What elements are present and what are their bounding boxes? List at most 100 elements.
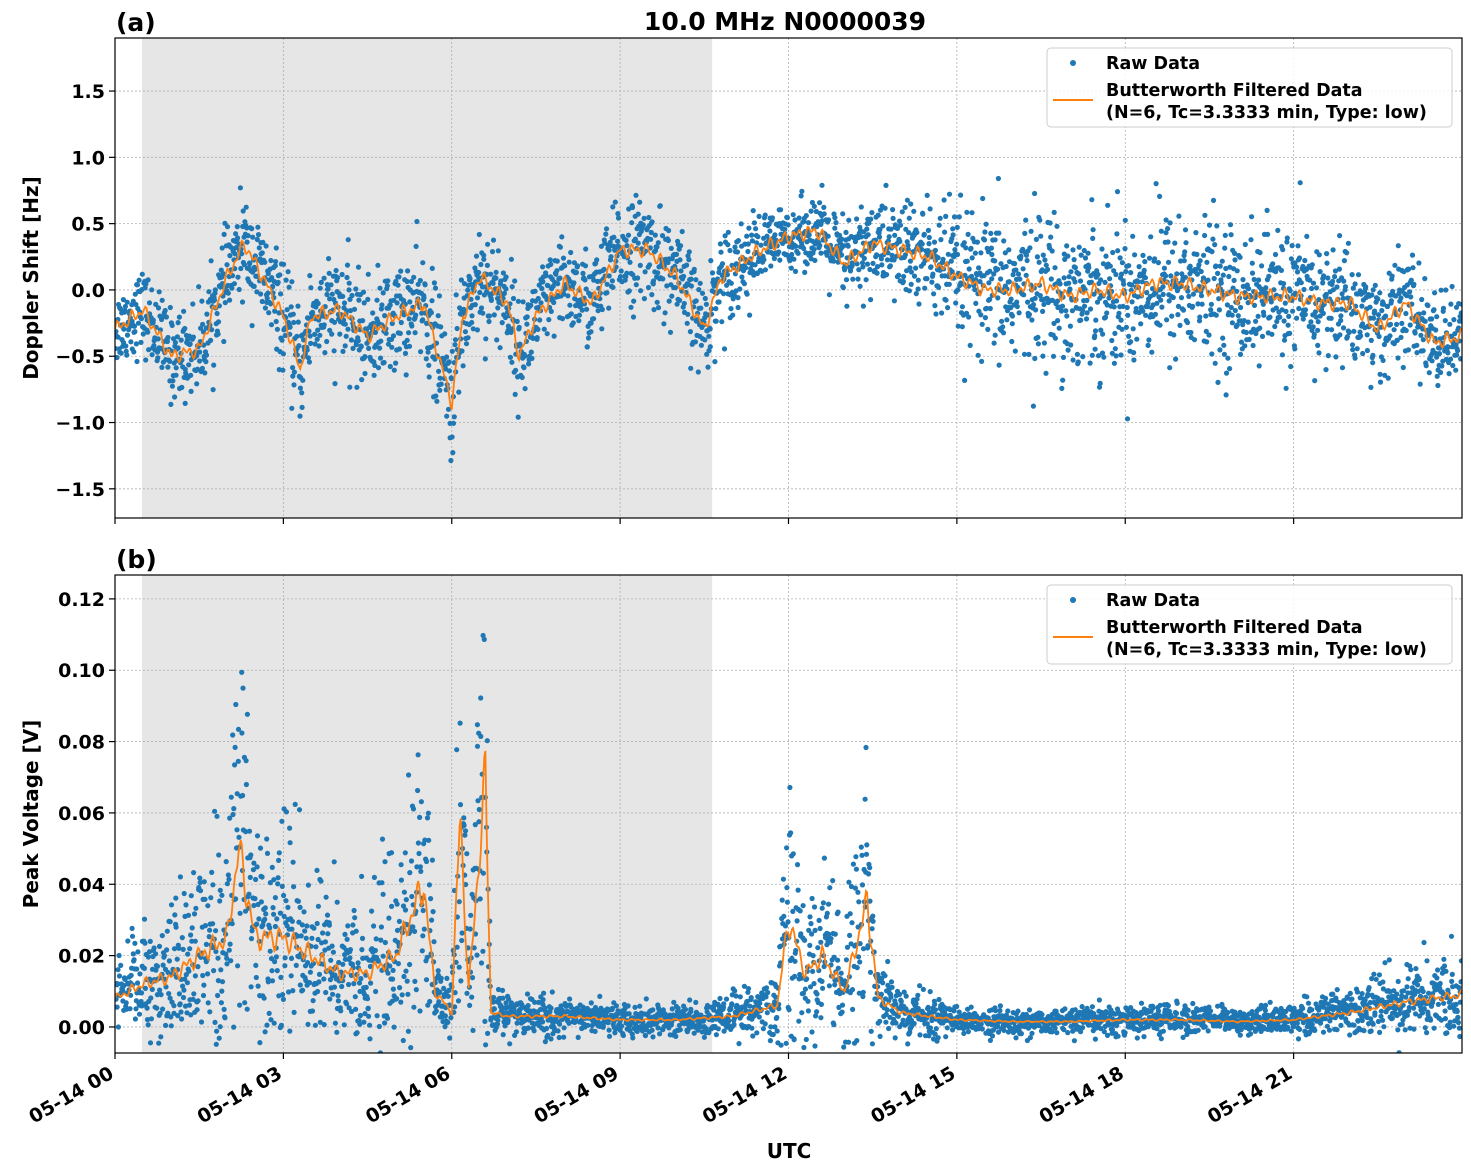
raw-data-point — [422, 282, 428, 288]
raw-data-point — [1272, 251, 1279, 258]
raw-data-point — [191, 870, 197, 876]
raw-data-point — [870, 260, 876, 266]
raw-data-point — [725, 229, 731, 235]
raw-data-point — [498, 1002, 504, 1009]
raw-data-point — [554, 268, 560, 274]
raw-data-point — [122, 303, 128, 310]
raw-data-point — [488, 297, 494, 303]
raw-data-point — [1394, 321, 1400, 327]
raw-data-point — [875, 212, 881, 218]
raw-data-point — [709, 1017, 716, 1023]
raw-data-point — [794, 918, 800, 924]
raw-data-point — [232, 762, 238, 768]
raw-data-point — [1429, 358, 1435, 364]
raw-data-point — [1438, 287, 1444, 293]
raw-data-point — [880, 223, 886, 229]
raw-data-point — [171, 946, 178, 952]
raw-data-point — [499, 320, 505, 326]
raw-data-point — [733, 261, 740, 267]
raw-data-point — [1129, 282, 1135, 288]
raw-data-point — [1316, 297, 1322, 303]
raw-data-point — [603, 226, 610, 232]
raw-data-point — [1372, 282, 1378, 288]
raw-data-point — [202, 923, 208, 929]
raw-data-point — [210, 882, 216, 888]
raw-data-point — [213, 948, 219, 955]
raw-data-point — [343, 333, 349, 339]
raw-data-point — [213, 1041, 219, 1047]
raw-data-point — [409, 323, 415, 329]
raw-data-point — [346, 1005, 352, 1011]
raw-data-point — [1370, 352, 1376, 358]
raw-data-point — [312, 331, 318, 337]
raw-data-point — [1113, 353, 1119, 359]
raw-data-point — [230, 732, 236, 738]
raw-data-point — [380, 953, 386, 959]
raw-data-point — [866, 220, 872, 226]
raw-data-point — [215, 331, 221, 337]
raw-data-point — [444, 354, 450, 360]
raw-data-point — [925, 248, 931, 254]
raw-data-point — [1410, 265, 1416, 271]
raw-data-point — [402, 350, 409, 356]
raw-data-point — [342, 343, 348, 349]
raw-data-point — [375, 365, 382, 371]
raw-data-point — [1450, 362, 1456, 369]
raw-data-point — [1163, 217, 1169, 223]
raw-data-point — [399, 992, 405, 998]
raw-data-point — [932, 247, 939, 253]
raw-data-point — [1179, 271, 1185, 277]
raw-data-point — [743, 265, 749, 271]
raw-data-point — [561, 1025, 567, 1031]
raw-data-point — [263, 243, 269, 249]
raw-data-point — [425, 810, 431, 816]
raw-data-point — [961, 240, 967, 246]
raw-data-point — [350, 345, 356, 351]
raw-data-point — [359, 377, 365, 383]
raw-data-point — [1395, 355, 1401, 361]
raw-data-point — [366, 1013, 372, 1019]
raw-data-point — [503, 274, 509, 280]
raw-data-point — [946, 281, 952, 287]
raw-data-point — [582, 263, 589, 269]
raw-data-point — [365, 271, 371, 277]
raw-data-point — [972, 250, 979, 256]
raw-data-point — [703, 301, 710, 307]
raw-data-point — [309, 1008, 316, 1014]
raw-data-point — [635, 275, 641, 281]
raw-data-point — [747, 312, 753, 318]
raw-data-point — [606, 273, 612, 279]
raw-data-point — [1352, 281, 1358, 287]
raw-data-point — [1287, 330, 1293, 336]
raw-data-point — [305, 960, 311, 966]
raw-data-point — [885, 238, 892, 244]
raw-data-point — [784, 899, 791, 905]
raw-data-point — [754, 240, 760, 246]
raw-data-point — [811, 981, 817, 987]
raw-data-point — [295, 319, 301, 325]
raw-data-point — [716, 299, 722, 305]
raw-data-point — [1325, 353, 1331, 359]
raw-data-point — [1152, 311, 1158, 317]
raw-data-point — [867, 266, 873, 273]
raw-data-point — [810, 953, 816, 959]
raw-data-point — [1043, 370, 1049, 376]
raw-data-point — [245, 233, 251, 239]
raw-data-point — [1392, 262, 1398, 268]
raw-data-point — [370, 310, 376, 316]
raw-data-point — [1323, 291, 1329, 297]
raw-data-point — [685, 311, 691, 317]
raw-data-point — [183, 902, 189, 908]
y-tick-label: −0.5 — [55, 346, 105, 368]
raw-data-point — [877, 227, 883, 233]
raw-data-point — [1367, 304, 1373, 310]
raw-data-point — [708, 258, 714, 264]
raw-data-point — [791, 256, 797, 262]
raw-data-point — [1349, 342, 1356, 348]
raw-data-point — [1104, 302, 1110, 308]
raw-data-point — [580, 270, 586, 276]
raw-data-point — [1389, 273, 1395, 279]
raw-data-point — [808, 921, 814, 927]
raw-data-point — [243, 204, 249, 210]
raw-data-point — [1113, 271, 1119, 278]
